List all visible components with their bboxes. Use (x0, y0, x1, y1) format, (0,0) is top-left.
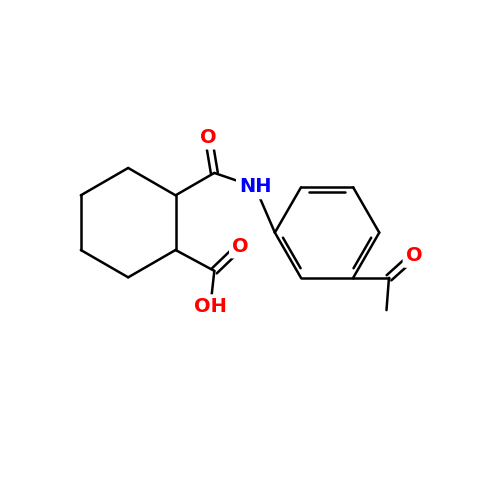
Text: NH: NH (239, 178, 272, 197)
Text: O: O (232, 236, 248, 256)
Text: O: O (200, 128, 216, 146)
Text: O: O (406, 246, 422, 265)
Text: OH: OH (194, 297, 227, 316)
